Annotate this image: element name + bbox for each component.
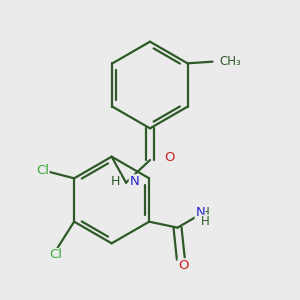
Text: Cl: Cl — [36, 164, 49, 177]
Text: H: H — [111, 175, 120, 188]
Text: Cl: Cl — [50, 248, 63, 262]
Text: H: H — [201, 215, 210, 228]
Text: H: H — [201, 206, 210, 218]
Text: O: O — [164, 151, 175, 164]
Text: N: N — [195, 206, 205, 218]
Text: N: N — [129, 175, 139, 188]
Text: CH₃: CH₃ — [220, 55, 242, 68]
Text: O: O — [178, 259, 189, 272]
